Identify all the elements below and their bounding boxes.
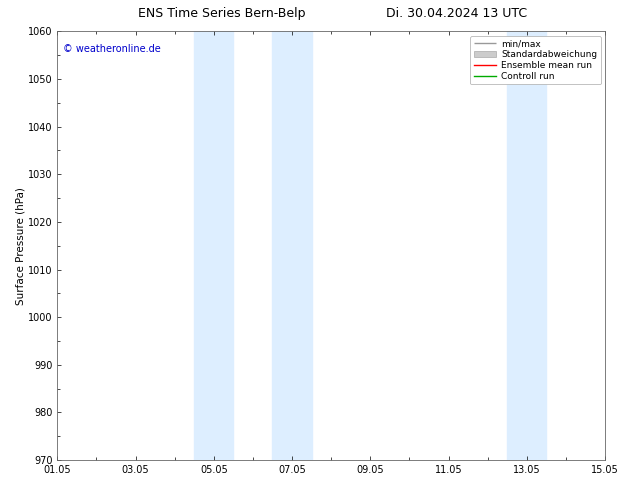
Text: ENS Time Series Bern-Belp: ENS Time Series Bern-Belp [138,7,306,21]
Text: Di. 30.04.2024 13 UTC: Di. 30.04.2024 13 UTC [386,7,527,21]
Bar [273,31,312,460]
Text: © weatheronline.de: © weatheronline.de [63,44,160,54]
Legend: min/max, Standardabweichung, Ensemble mean run, Controll run: min/max, Standardabweichung, Ensemble me… [470,36,600,84]
Bar [507,31,547,460]
Y-axis label: Surface Pressure (hPa): Surface Pressure (hPa) [15,187,25,305]
Bar [194,31,233,460]
